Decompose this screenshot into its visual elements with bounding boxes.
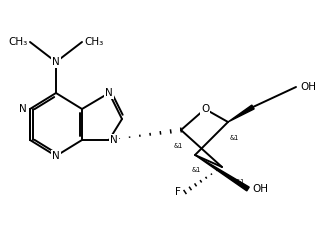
Polygon shape	[195, 155, 249, 191]
Text: F: F	[175, 187, 181, 197]
Text: N: N	[19, 104, 27, 114]
Text: N: N	[52, 151, 60, 161]
Text: O: O	[201, 104, 209, 114]
Text: &1: &1	[236, 179, 245, 185]
Text: &1: &1	[192, 167, 201, 173]
Text: N: N	[110, 135, 118, 145]
Text: CH₃: CH₃	[9, 37, 28, 47]
Text: CH₃: CH₃	[84, 37, 103, 47]
Text: OH: OH	[300, 82, 316, 92]
Polygon shape	[228, 105, 254, 122]
Text: &1: &1	[174, 143, 183, 149]
Text: N: N	[105, 88, 113, 98]
Text: &1: &1	[230, 135, 239, 141]
Text: N: N	[52, 57, 60, 67]
Text: OH: OH	[252, 184, 268, 194]
